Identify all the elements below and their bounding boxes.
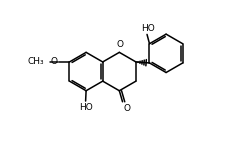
- Text: O: O: [116, 40, 123, 49]
- Text: O: O: [124, 104, 131, 113]
- Text: O: O: [51, 57, 58, 66]
- Text: HO: HO: [141, 24, 155, 33]
- Text: CH₃: CH₃: [28, 57, 44, 66]
- Text: HO: HO: [79, 103, 92, 112]
